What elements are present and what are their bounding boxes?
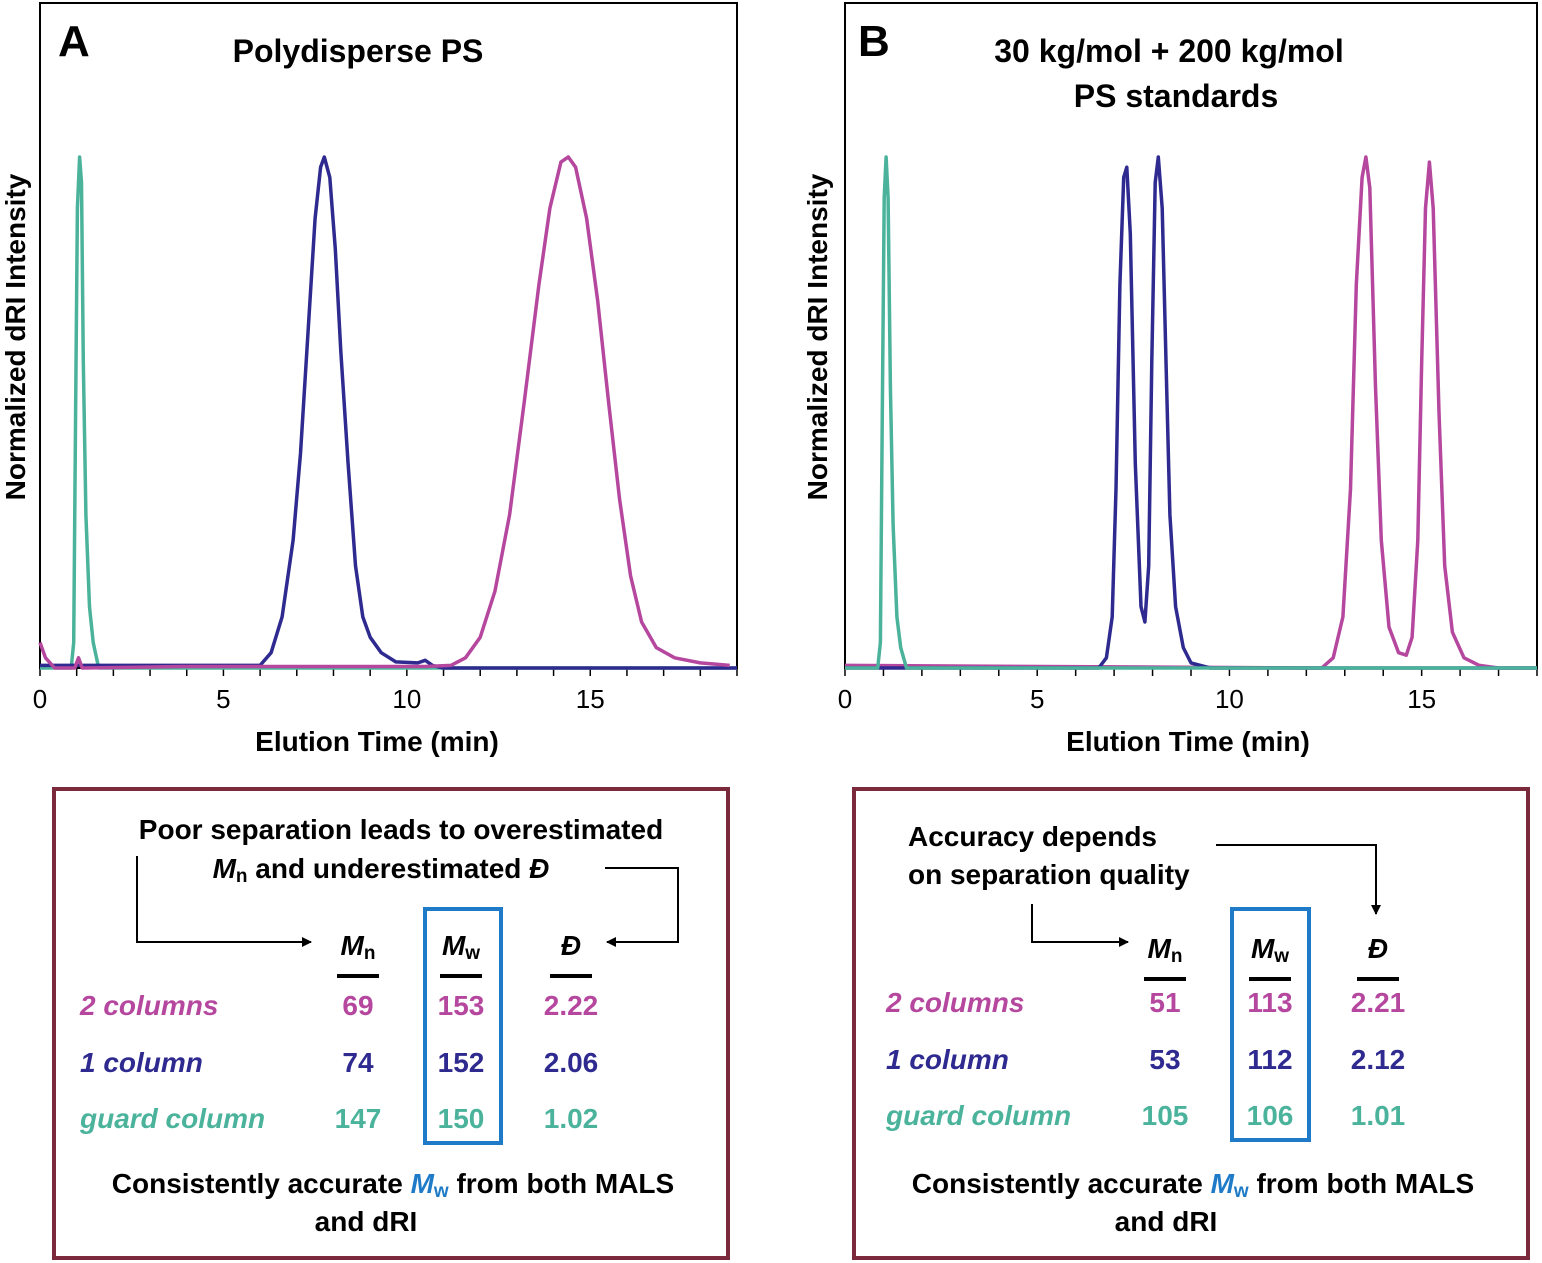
series-one-column <box>845 155 1537 670</box>
header-mw: Mw <box>1251 933 1289 967</box>
row-label: 1 column <box>886 1044 1009 1075</box>
box-a-table: Mn Mw Đ 2 columns 69 153 2.22 1 column 74 152 2.06… <box>79 930 598 1134</box>
chart-b-title: 30 kg/mol + 200 kg/mol <box>994 33 1343 69</box>
box-a-footer-line2: and dRI <box>315 1206 418 1237</box>
row-label: 2 columns <box>885 987 1024 1018</box>
arrow-to-mn <box>136 856 312 947</box>
cell-mn: 51 <box>1149 987 1180 1018</box>
x-tick-label: 0 <box>838 684 852 714</box>
cell-d: 2.12 <box>1351 1044 1406 1075</box>
cell-mn: 53 <box>1149 1044 1180 1075</box>
header-d: Đ <box>561 930 581 961</box>
x-tick-label: 10 <box>1215 684 1244 714</box>
cell-mw: 152 <box>438 1047 485 1078</box>
chart-b-xlabel: Elution Time (min) <box>1066 726 1310 757</box>
series-two-columns <box>844 155 1537 670</box>
row-label: guard column <box>79 1103 265 1134</box>
header-d: Đ <box>1368 933 1388 964</box>
chart-b-title-line2: PS standards <box>1074 78 1279 114</box>
arrow-to-d-b <box>1216 844 1381 915</box>
summary-box-a: Poor separation leads to overestimated M… <box>52 787 730 1260</box>
summary-box-b-border <box>852 787 1530 1260</box>
cell-mw: 113 <box>1247 987 1292 1018</box>
cell-mn: 74 <box>342 1047 374 1078</box>
box-b-footer: Consistently accurate Mw from both MALS <box>912 1168 1474 1202</box>
box-a-footer: Consistently accurate Mw from both MALS <box>112 1168 674 1202</box>
x-tick-label: 5 <box>216 684 230 714</box>
chart-a-title: Polydisperse PS <box>233 33 484 69</box>
x-tick-label: 0 <box>33 684 47 714</box>
box-b-note-line2: on separation quality <box>908 859 1190 890</box>
summary-box-b: Accuracy depends on separation quality M… <box>852 787 1530 1260</box>
mw-highlight-box-b <box>1230 907 1311 1142</box>
chart-b-ylabel: Normalized dRI Intensity <box>802 173 833 500</box>
arrow-to-mn-b <box>1031 904 1129 947</box>
chart-b: 0 5 10 15 B 30 kg/mol + 200 kg/mol PS stand… <box>802 2 1538 757</box>
cell-mn: 105 <box>1142 1100 1189 1131</box>
cell-d: 2.21 <box>1351 987 1406 1018</box>
cell-mw: 153 <box>438 990 485 1021</box>
chart-a-frame <box>39 2 738 669</box>
box-a-note-line2: Mn and underestimated Đ <box>213 853 550 887</box>
chart-b-plot: 0 5 10 15 <box>838 155 1538 714</box>
cell-d: 2.06 <box>544 1047 599 1078</box>
x-tick-label: 10 <box>392 684 421 714</box>
cell-mw: 106 <box>1247 1100 1294 1131</box>
arrow-to-d <box>605 867 679 947</box>
chart-b-panel-label: B <box>858 17 890 66</box>
chart-a-ylabel: Normalized dRI Intensity <box>0 173 31 500</box>
row-label: 2 columns <box>79 990 218 1021</box>
cell-d: 2.22 <box>544 990 599 1021</box>
chart-a-panel-label: A <box>58 17 90 66</box>
row-label: guard column <box>885 1100 1071 1131</box>
chart-a-plot: 0 5 10 15 <box>33 155 738 714</box>
box-b-table: Mn Mw Đ 2 columns 51 113 2.21 1 column 53 112 2.12… <box>885 933 1405 1131</box>
chart-a: 0 5 10 15 A Polydisperse PS Normalized dRI … <box>0 2 738 757</box>
cell-d: 1.01 <box>1351 1100 1406 1131</box>
series-guard-column <box>845 155 1537 670</box>
series-two-columns <box>38 155 730 670</box>
box-b-note-line1: Accuracy depends <box>908 821 1157 852</box>
x-tick-label: 15 <box>576 684 605 714</box>
box-b-footer-line2: and dRI <box>1115 1206 1218 1237</box>
cell-mn: 69 <box>342 990 373 1021</box>
x-tick-label: 15 <box>1407 684 1436 714</box>
row-label: 1 column <box>80 1047 203 1078</box>
mw-highlight-box-a <box>423 907 503 1145</box>
series-guard-column <box>40 155 737 670</box>
cell-d: 1.02 <box>544 1103 599 1134</box>
x-tick-label: 5 <box>1030 684 1044 714</box>
cell-mn: 147 <box>335 1103 382 1134</box>
cell-mw: 112 <box>1247 1044 1292 1075</box>
summary-box-a-border <box>52 787 730 1260</box>
box-a-note-line1: Poor separation leads to overestimated <box>139 814 663 845</box>
cell-mw: 150 <box>438 1103 485 1134</box>
header-mn: Mn <box>1148 933 1183 967</box>
series-one-column <box>40 155 737 670</box>
header-mw: Mw <box>442 930 480 964</box>
chart-a-xlabel: Elution Time (min) <box>255 726 499 757</box>
header-mn: Mn <box>341 930 376 964</box>
